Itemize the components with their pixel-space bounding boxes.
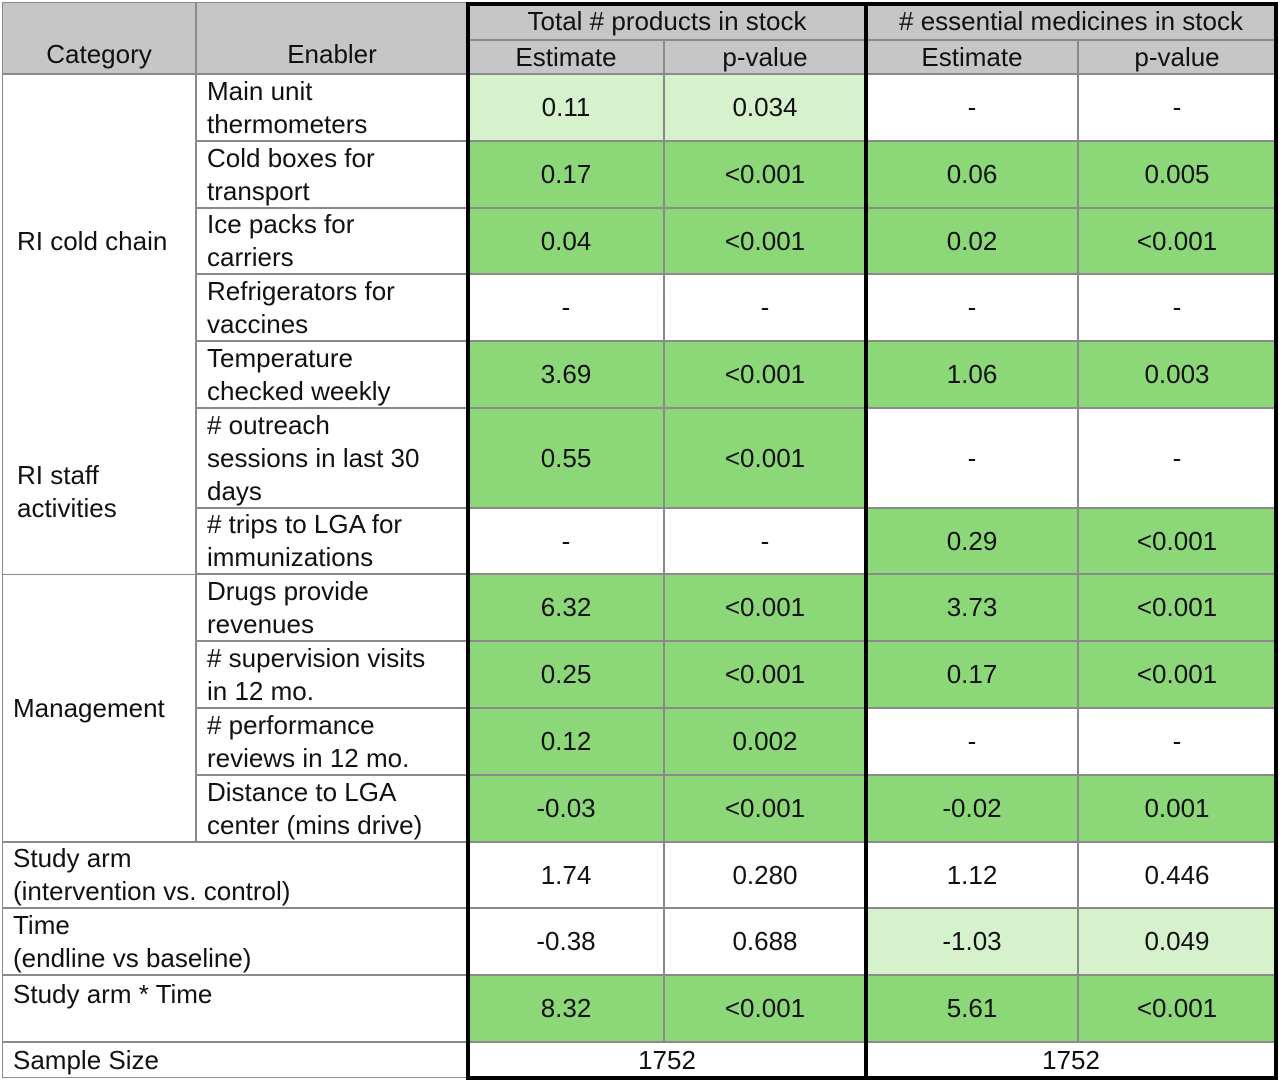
estimate-cell: -0.02 xyxy=(866,775,1078,842)
pvalue-cell: 0.003 xyxy=(1078,341,1276,408)
pvalue-cell: <0.001 xyxy=(664,574,866,641)
pvalue-cell: <0.001 xyxy=(1078,208,1276,274)
estimate-cell: 0.02 xyxy=(866,208,1078,274)
header-estimate-1: Estimate xyxy=(468,40,664,74)
pvalue-cell: 0.049 xyxy=(1078,908,1276,975)
pvalue-cell: <0.001 xyxy=(664,208,866,274)
pvalue-cell: 0.034 xyxy=(664,74,866,141)
estimate-cell: 0.55 xyxy=(468,408,664,508)
estimate-cell: - xyxy=(468,508,664,574)
pvalue-cell: <0.001 xyxy=(664,641,866,708)
pvalue-cell: - xyxy=(1078,408,1276,508)
enabler-cell: Cold boxes for transport xyxy=(196,141,468,208)
estimate-cell: 0.12 xyxy=(468,708,664,775)
pvalue-cell: <0.001 xyxy=(664,775,866,842)
enabler-cell: # trips to LGA for immunizations xyxy=(196,508,468,574)
sample-size-total-products: 1752 xyxy=(468,1042,866,1078)
estimate-cell: 1.12 xyxy=(866,842,1078,908)
header-pvalue-2: p-value xyxy=(1078,40,1276,74)
sample-size-label: Sample Size xyxy=(2,1042,468,1078)
estimate-cell: 0.04 xyxy=(468,208,664,274)
pvalue-cell: - xyxy=(1078,708,1276,775)
enabler-cell: # supervision visits in 12 mo. xyxy=(196,641,468,708)
bottom-row-label: Study arm * Time xyxy=(2,975,468,1042)
estimate-cell: - xyxy=(866,274,1078,341)
estimate-cell: 1.74 xyxy=(468,842,664,908)
estimate-cell: 8.32 xyxy=(468,975,664,1042)
category-cold-chain-label: RI cold chain xyxy=(17,226,168,256)
category-staff-label: RI staff activities xyxy=(17,460,117,523)
estimate-cell: - xyxy=(866,408,1078,508)
estimate-cell: 0.17 xyxy=(866,641,1078,708)
estimate-cell: 0.17 xyxy=(468,141,664,208)
enabler-cell: Main unit thermometers xyxy=(196,74,468,141)
enabler-cell: Ice packs for carriers xyxy=(196,208,468,274)
pvalue-cell: - xyxy=(1078,74,1276,141)
enabler-cell: # performance reviews in 12 mo. xyxy=(196,708,468,775)
bottom-row-label: Time (endline vs baseline) xyxy=(2,908,468,975)
pvalue-cell: 0.446 xyxy=(1078,842,1276,908)
estimate-cell: 3.69 xyxy=(468,341,664,408)
estimate-cell: - xyxy=(866,74,1078,141)
header-pvalue-1: p-value xyxy=(664,40,866,74)
estimate-cell: 0.29 xyxy=(866,508,1078,574)
estimate-cell: 0.11 xyxy=(468,74,664,141)
estimate-cell: 1.06 xyxy=(866,341,1078,408)
pvalue-cell: 0.002 xyxy=(664,708,866,775)
header-enabler: Enabler xyxy=(196,2,468,74)
pvalue-cell: - xyxy=(664,508,866,574)
estimate-cell: 3.73 xyxy=(866,574,1078,641)
estimate-cell: -0.38 xyxy=(468,908,664,975)
pvalue-cell: <0.001 xyxy=(1078,508,1276,574)
bottom-row-label: Study arm (intervention vs. control) xyxy=(2,842,468,908)
estimate-cell: 5.61 xyxy=(866,975,1078,1042)
pvalue-cell: 0.280 xyxy=(664,842,866,908)
estimate-cell: 6.32 xyxy=(468,574,664,641)
pvalue-cell: <0.001 xyxy=(1078,574,1276,641)
estimate-cell: - xyxy=(866,708,1078,775)
estimate-cell: 0.06 xyxy=(866,141,1078,208)
pvalue-cell: <0.001 xyxy=(1078,975,1276,1042)
sample-size-essential-medicines: 1752 xyxy=(866,1042,1276,1078)
estimate-cell: -0.03 xyxy=(468,775,664,842)
pvalue-cell: <0.001 xyxy=(664,141,866,208)
header-group-total-products: Total # products in stock xyxy=(468,2,866,40)
estimate-cell: -1.03 xyxy=(866,908,1078,975)
enabler-cell: Drugs provide revenues xyxy=(196,574,468,641)
header-category: Category xyxy=(2,2,196,74)
header-group-essential-medicines: # essential medicines in stock xyxy=(866,2,1276,40)
enabler-cell: # outreach sessions in last 30 days xyxy=(196,408,468,508)
enabler-cell: Temperature checked weekly xyxy=(196,341,468,408)
pvalue-cell: - xyxy=(664,274,866,341)
pvalue-cell: 0.005 xyxy=(1078,141,1276,208)
pvalue-cell: 0.688 xyxy=(664,908,866,975)
estimate-cell: - xyxy=(468,274,664,341)
pvalue-cell: <0.001 xyxy=(664,341,866,408)
pvalue-cell: <0.001 xyxy=(664,975,866,1042)
category-cold-chain: RI cold chain RI staff activities xyxy=(2,74,196,574)
pvalue-cell: <0.001 xyxy=(1078,641,1276,708)
enabler-cell: Refrigerators for vaccines xyxy=(196,274,468,341)
header-estimate-2: Estimate xyxy=(866,40,1078,74)
pvalue-cell: <0.001 xyxy=(664,408,866,508)
pvalue-cell: - xyxy=(1078,274,1276,341)
enabler-cell: Distance to LGA center (mins drive) xyxy=(196,775,468,842)
category-management: Management xyxy=(2,574,196,842)
estimate-cell: 0.25 xyxy=(468,641,664,708)
pvalue-cell: 0.001 xyxy=(1078,775,1276,842)
